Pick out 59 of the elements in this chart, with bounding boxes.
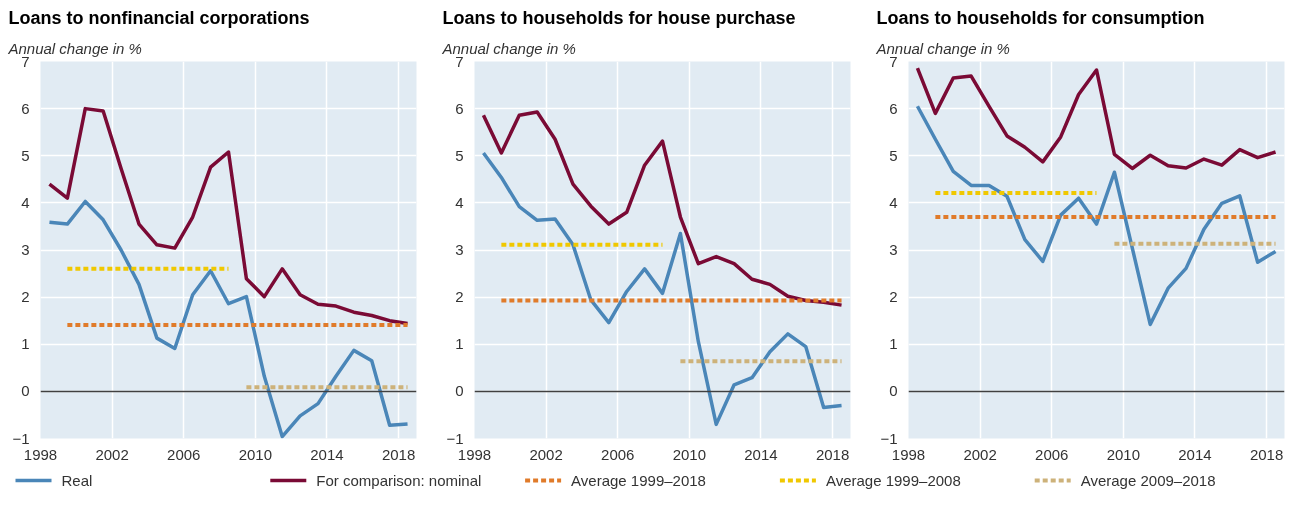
x-tick-label: 2010 [672,445,707,463]
legend-label: Average 1999–2018 [571,472,706,489]
y-tick-label: 4 [21,193,30,211]
y-tick-label: 0 [21,382,30,400]
y-tick-label: 3 [455,241,464,258]
x-tick-label: 2018 [815,445,850,463]
legend-label: Real [61,472,93,489]
y-tick-label: 5 [889,146,898,164]
x-tick-label: 2002 [529,445,563,463]
x-tick-label: 2010 [1106,445,1141,463]
x-tick-label: 2002 [95,445,129,463]
y-tick-label: 0 [889,382,898,400]
x-tick-label: 2006 [167,445,201,463]
line-series [481,110,844,307]
x-tick-label: 2006 [601,445,635,463]
x-tick-label: 2002 [963,445,997,463]
x-tick-label: 2018 [1249,445,1284,463]
chart-subtitle: Annual change in % [875,39,1010,57]
y-tick-label: 5 [455,146,464,164]
line-series [481,151,844,427]
x-tick-label: 1998 [457,445,492,463]
x-tick-label: 2010 [238,445,273,463]
y-tick-label: −1 [446,429,464,447]
x-tick-label: 1998 [23,445,58,463]
y-tick-label: 6 [21,99,30,117]
legend-label: For comparison: nominal [316,472,482,489]
chart-subtitle: Annual change in % [441,39,576,57]
y-tick-label: 6 [455,99,464,117]
y-tick-label: 0 [455,382,464,400]
y-tick-label: 2 [455,288,464,306]
x-tick-label: 2006 [1035,445,1069,463]
y-tick-label: 2 [889,288,898,306]
x-tick-label: 2014 [1178,445,1212,463]
y-tick-label: 4 [889,193,898,211]
y-tick-label: 5 [21,146,30,164]
chart-title: Loans to households for house purchase [442,7,796,28]
y-tick-label: 2 [21,288,30,306]
y-tick-label: 1 [455,335,464,353]
y-tick-label: 3 [889,241,898,258]
line-series [915,66,1278,171]
legend-label: Average 1999–2008 [825,472,961,489]
y-tick-label: 6 [889,99,898,117]
line-series [47,106,410,326]
y-tick-label: 3 [21,241,30,258]
x-tick-label: 2014 [310,445,344,463]
y-tick-label: 4 [455,193,464,211]
line-series [915,104,1278,327]
chart-title: Loans to nonfinancial corporations [8,7,310,28]
x-tick-label: 1998 [891,445,926,463]
y-tick-label: 1 [889,335,898,353]
y-tick-label: −1 [880,429,898,447]
legend-label: Average 2009–2018 [1080,472,1216,489]
x-tick-label: 2018 [381,445,416,463]
y-tick-label: −1 [12,429,30,447]
line-series [47,199,410,439]
x-tick-label: 2014 [744,445,778,463]
y-tick-label: 1 [21,335,30,353]
chart-title: Loans to households for consumption [876,7,1205,28]
chart-subtitle: Annual change in % [7,39,142,57]
